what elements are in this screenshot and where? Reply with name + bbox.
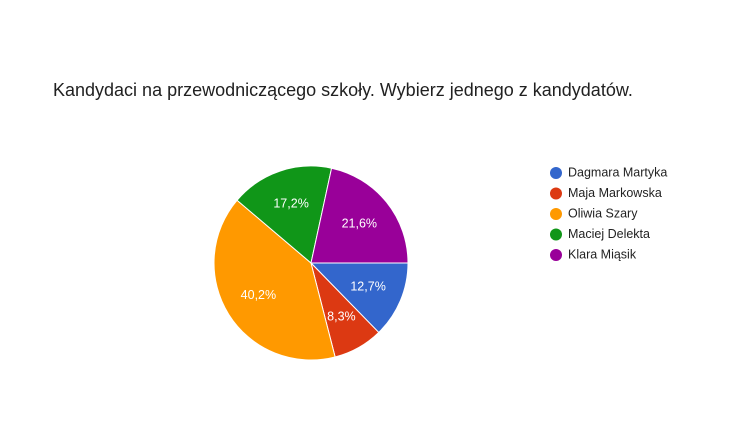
legend-label-oliwia-szary: Oliwia Szary	[568, 206, 638, 220]
legend: Dagmara Martyka Maja Markowska Oliwia Szar…	[550, 165, 667, 261]
legend-marker-klara-miasik	[550, 249, 562, 261]
legend-label-maciej-delekta: Maciej Delekta	[568, 227, 650, 241]
pie-slice-label-dagmara-martyka: 12,7%	[350, 279, 385, 293]
legend-marker-maja-markowska	[550, 187, 562, 200]
pie-slice-label-maja-markowska: 8,3%	[327, 309, 356, 323]
legend-label-dagmara-martyka: Dagmara Martyka	[568, 165, 667, 179]
pie-slice-label-klara-miasik: 21,6%	[342, 216, 377, 230]
pie-slice-label-maciej-delekta: 17,2%	[273, 197, 308, 211]
legend-marker-dagmara-martyka	[550, 167, 562, 179]
pie-slices	[213, 165, 409, 361]
legend-marker-maciej-delekta	[550, 228, 562, 241]
legend-label-maja-markowska: Maja Markowska	[568, 186, 662, 200]
pie-slice-labels: 12,7% 8,3% 40,2% 17,2% 21,6%	[241, 197, 386, 324]
legend-label-klara-miasik: Klara Miąsik	[568, 247, 637, 261]
chart-title: Kandydaci na przewodniczącego szkoły. Wy…	[53, 80, 633, 100]
pie-slice-dagmara-martyka	[309, 262, 409, 334]
pie-slice-klara-miasik	[310, 167, 409, 264]
pie-slice-oliwia-szary	[213, 199, 336, 361]
pie-slice-label-oliwia-szary: 40,2%	[241, 288, 276, 302]
legend-marker-oliwia-szary	[550, 208, 562, 220]
pie-slice-maciej-delekta	[236, 165, 333, 264]
